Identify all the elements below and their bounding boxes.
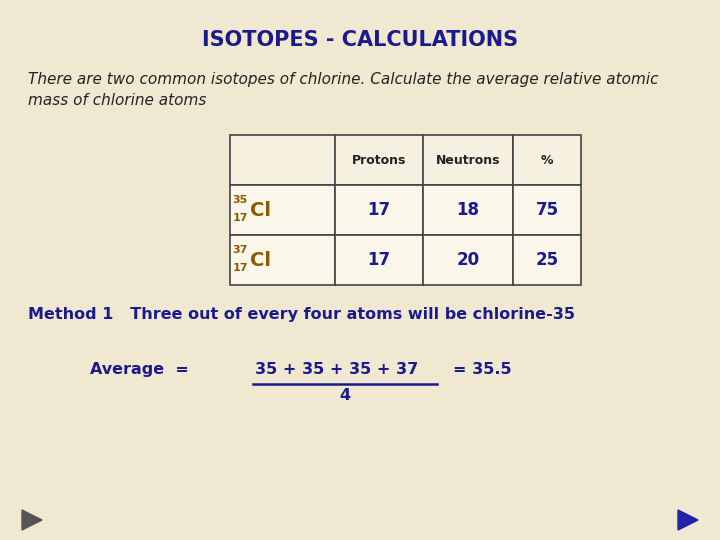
Text: Method 1   Three out of every four atoms will be chlorine-35: Method 1 Three out of every four atoms w… [28, 307, 575, 322]
Text: %: % [541, 153, 553, 166]
Bar [230, 135, 335, 185]
Text: ISOTOPES - CALCULATIONS: ISOTOPES - CALCULATIONS [202, 30, 518, 50]
Polygon shape [678, 510, 698, 530]
Text: 4: 4 [339, 388, 351, 403]
Text: Cl: Cl [250, 251, 271, 269]
Text: 35 + 35 + 35 + 37: 35 + 35 + 35 + 37 [255, 362, 418, 377]
Text: 25: 25 [536, 251, 559, 269]
Text: Protons: Protons [352, 153, 406, 166]
Text: 75: 75 [536, 201, 559, 219]
Bar [423, 235, 513, 285]
Bar [230, 235, 335, 285]
Bar [230, 185, 335, 235]
Bar [335, 235, 423, 285]
Text: There are two common isotopes of chlorine. Calculate the average relative atomic: There are two common isotopes of chlorin… [28, 72, 659, 108]
Text: 17: 17 [233, 263, 248, 273]
Text: 37: 37 [233, 245, 248, 255]
Bar [335, 185, 423, 235]
Polygon shape [22, 510, 42, 530]
Text: 17: 17 [233, 213, 248, 223]
Bar [423, 135, 513, 185]
Bar [513, 235, 581, 285]
Text: = 35.5: = 35.5 [453, 362, 512, 377]
Bar [335, 135, 423, 185]
Bar [513, 135, 581, 185]
Bar [513, 185, 581, 235]
Text: 17: 17 [367, 201, 390, 219]
Text: 18: 18 [456, 201, 480, 219]
Text: 20: 20 [456, 251, 480, 269]
Bar [423, 185, 513, 235]
Text: 35: 35 [233, 195, 248, 205]
Text: Average  =: Average = [90, 362, 189, 377]
Text: 17: 17 [367, 251, 390, 269]
Text: Neutrons: Neutrons [436, 153, 500, 166]
Text: Cl: Cl [250, 200, 271, 219]
